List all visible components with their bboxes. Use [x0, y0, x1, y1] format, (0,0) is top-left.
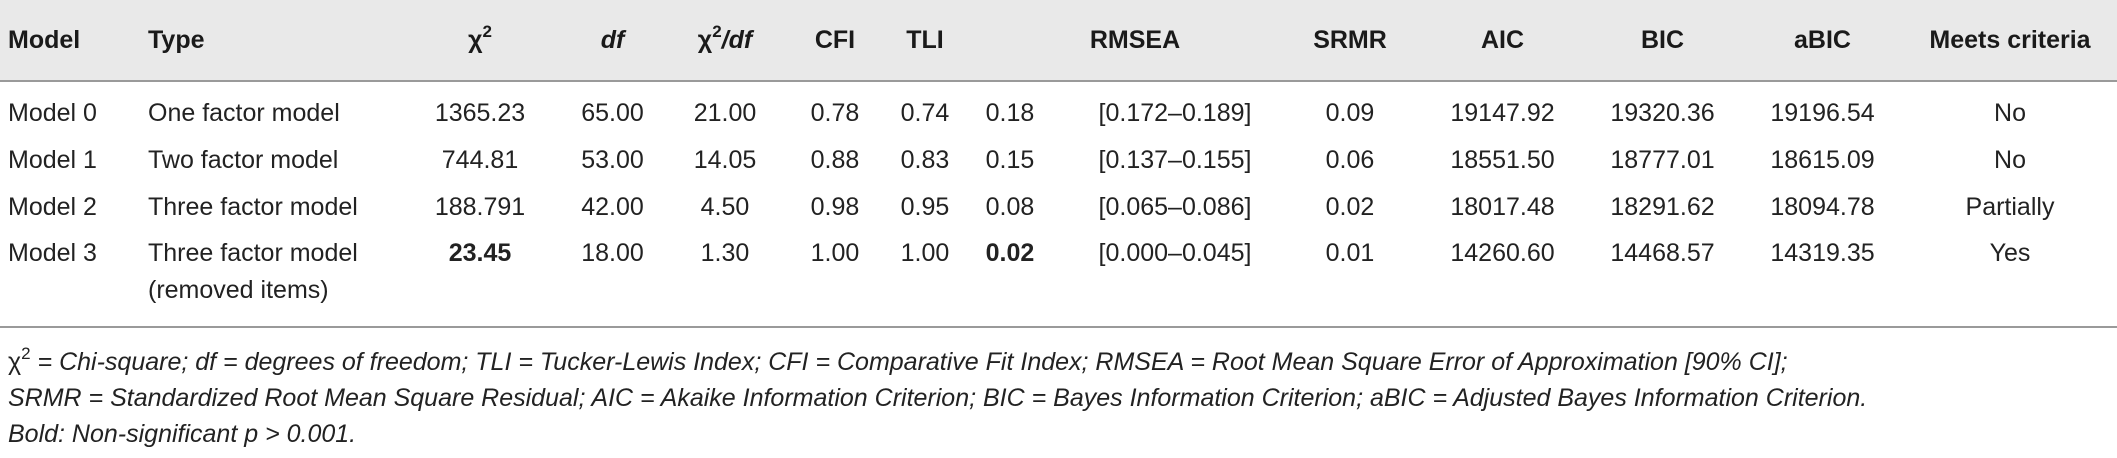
- cell-srmr: 0.09: [1325, 99, 1375, 127]
- cell-rmsea: 0.08: [985, 193, 1035, 221]
- header-type: Type: [148, 26, 205, 54]
- cell-srmr: 0.02: [1325, 193, 1375, 221]
- cell-model: Model 3: [8, 239, 97, 267]
- footnote-line-3: Bold: Non-significant p > 0.001.: [8, 420, 357, 448]
- header-aic: AIC: [1480, 26, 1525, 54]
- table-header-background: [0, 0, 2117, 80]
- cell-type: Two factor model: [148, 146, 339, 174]
- header-chi2-df: χ2/df: [697, 22, 753, 54]
- cell-srmr: 0.01: [1325, 239, 1375, 267]
- cell-rmsea: 0.02: [985, 239, 1035, 267]
- cell-meets-criteria: No: [1994, 146, 2026, 174]
- cell-abic: 18094.78: [1770, 193, 1875, 221]
- cell-bic: 19320.36: [1610, 99, 1715, 127]
- cell-chi2-df: 1.30: [700, 239, 750, 267]
- cell-aic: 18017.48: [1450, 193, 1555, 221]
- header-df: df: [600, 26, 625, 54]
- footnote-chi-superscript: 2: [21, 344, 31, 363]
- cell-cfi: 0.98: [810, 193, 860, 221]
- footnote-line-2: SRMR = Standardized Root Mean Square Res…: [8, 384, 1868, 412]
- cell-chi2: 1365.23: [434, 99, 526, 127]
- cell-bic: 14468.57: [1610, 239, 1715, 267]
- cell-df: 18.00: [581, 239, 644, 267]
- cell-bic: 18777.01: [1610, 146, 1715, 174]
- cell-model: Model 2: [8, 193, 97, 221]
- cell-meets-criteria: Partially: [1965, 193, 2055, 221]
- header-abic: aBIC: [1794, 26, 1851, 54]
- header-cfi: CFI: [814, 26, 856, 54]
- cell-chi2: 23.45: [448, 239, 512, 267]
- header-model: Model: [8, 26, 81, 54]
- cell-type: One factor model: [148, 99, 340, 127]
- footnote-line-1: χ2 = Chi-square; df = degrees of freedom…: [8, 344, 2108, 380]
- cell-rmsea: 0.18: [985, 99, 1035, 127]
- cell-meets-criteria: Yes: [1989, 239, 2031, 267]
- cell-type: Three factor model: [148, 193, 358, 221]
- header-bic: BIC: [1640, 26, 1685, 54]
- cell-aic: 14260.60: [1450, 239, 1555, 267]
- header-chi2: χ2: [468, 22, 492, 54]
- cell-rmsea-ci: [0.137–0.155]: [1098, 146, 1252, 174]
- cell-tli: 0.74: [900, 99, 950, 127]
- footnote-line-1-text: = Chi-square; df = degrees of freedom; T…: [30, 348, 1788, 376]
- cell-rmsea-ci: [0.065–0.086]: [1098, 193, 1252, 221]
- cell-chi2-df: 14.05: [693, 146, 757, 174]
- cell-chi2: 744.81: [441, 146, 519, 174]
- cell-df: 65.00: [581, 99, 644, 127]
- cell-tli: 0.83: [900, 146, 950, 174]
- cell-tli: 1.00: [900, 239, 950, 267]
- cell-chi2-df: 21.00: [693, 99, 757, 127]
- footnote-chi-symbol: χ: [8, 348, 22, 376]
- cell-type-continued: (removed items): [148, 276, 329, 304]
- cell-rmsea-ci: [0.172–0.189]: [1098, 99, 1252, 127]
- header-divider: [0, 80, 2117, 82]
- cell-df: 53.00: [581, 146, 644, 174]
- cell-chi2: 188.791: [434, 193, 526, 221]
- header-srmr: SRMR: [1313, 26, 1387, 54]
- table-footnote: χ2 = Chi-square; df = degrees of freedom…: [8, 344, 2108, 452]
- header-tli: TLI: [906, 26, 944, 54]
- cell-model: Model 1: [8, 146, 97, 174]
- cell-cfi: 1.00: [810, 239, 860, 267]
- cell-cfi: 0.78: [810, 99, 860, 127]
- header-meets-criteria: Meets criteria: [1929, 26, 2091, 54]
- cell-model: Model 0: [8, 99, 97, 127]
- cell-rmsea: 0.15: [985, 146, 1035, 174]
- cell-srmr: 0.06: [1325, 146, 1375, 174]
- cell-abic: 19196.54: [1770, 99, 1875, 127]
- cell-df: 42.00: [581, 193, 644, 221]
- cell-abic: 14319.35: [1770, 239, 1875, 267]
- cell-tli: 0.95: [900, 193, 950, 221]
- cell-aic: 18551.50: [1450, 146, 1555, 174]
- header-rmsea: RMSEA: [1089, 26, 1181, 54]
- cell-aic: 19147.92: [1450, 99, 1555, 127]
- cell-cfi: 0.88: [810, 146, 860, 174]
- cell-type: Three factor model: [148, 239, 358, 267]
- table-bottom-divider: [0, 326, 2117, 328]
- cell-rmsea-ci: [0.000–0.045]: [1098, 239, 1252, 267]
- cell-bic: 18291.62: [1610, 193, 1715, 221]
- cell-chi2-df: 4.50: [700, 193, 750, 221]
- cell-abic: 18615.09: [1770, 146, 1875, 174]
- cell-meets-criteria: No: [1994, 99, 2026, 127]
